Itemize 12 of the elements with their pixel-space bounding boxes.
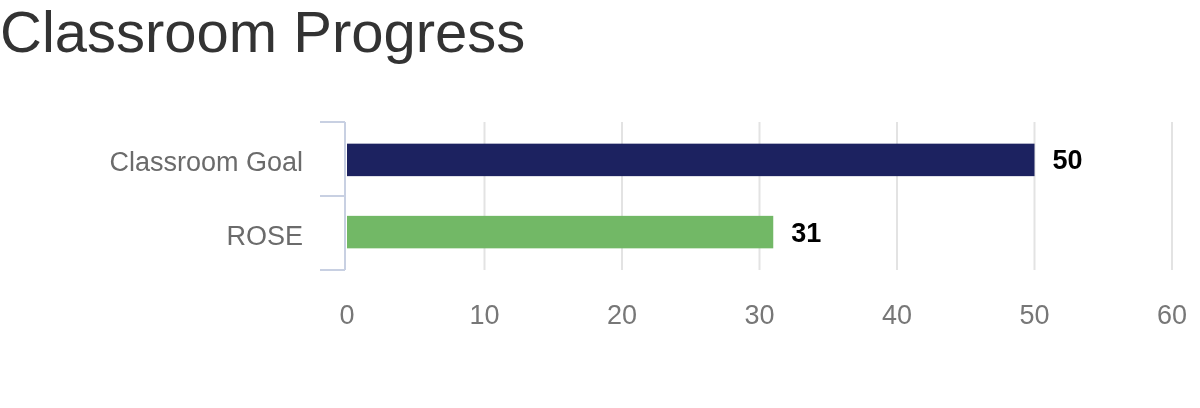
y-tick-label: ROSE xyxy=(226,221,303,252)
x-tick-label: 10 xyxy=(469,300,500,330)
x-tick-label: 20 xyxy=(606,300,638,330)
chart-title: Classroom Progress xyxy=(0,0,526,64)
x-tick-label: 60 xyxy=(1156,300,1188,330)
x-tick-label: 0 xyxy=(339,300,355,330)
x-tick-label: 30 xyxy=(744,300,775,330)
data-label: 31 xyxy=(791,217,822,248)
x-tick-label: 40 xyxy=(881,300,913,330)
y-tick-label: Classroom Goal xyxy=(109,147,303,178)
x-tick-label: 50 xyxy=(1019,300,1050,330)
data-label: 50 xyxy=(1052,145,1083,176)
